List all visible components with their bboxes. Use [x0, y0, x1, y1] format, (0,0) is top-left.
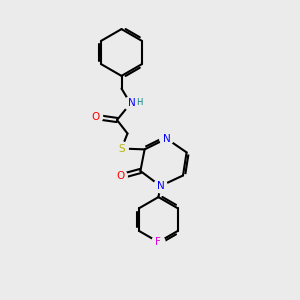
Circle shape: [124, 97, 137, 110]
Circle shape: [114, 170, 127, 183]
Circle shape: [152, 236, 165, 249]
Text: F: F: [155, 237, 161, 247]
Circle shape: [115, 142, 128, 155]
Circle shape: [115, 170, 127, 182]
Circle shape: [115, 142, 128, 155]
Circle shape: [90, 111, 102, 123]
Circle shape: [89, 110, 103, 124]
Circle shape: [160, 132, 173, 145]
Text: H: H: [136, 98, 142, 107]
Circle shape: [152, 236, 164, 248]
Text: O: O: [116, 171, 125, 182]
Text: O: O: [92, 112, 100, 122]
Circle shape: [154, 179, 167, 193]
Text: S: S: [118, 143, 125, 154]
Circle shape: [154, 179, 167, 193]
Text: N: N: [163, 134, 170, 144]
Circle shape: [160, 132, 173, 145]
Text: N: N: [157, 181, 164, 191]
Text: N: N: [128, 98, 135, 108]
